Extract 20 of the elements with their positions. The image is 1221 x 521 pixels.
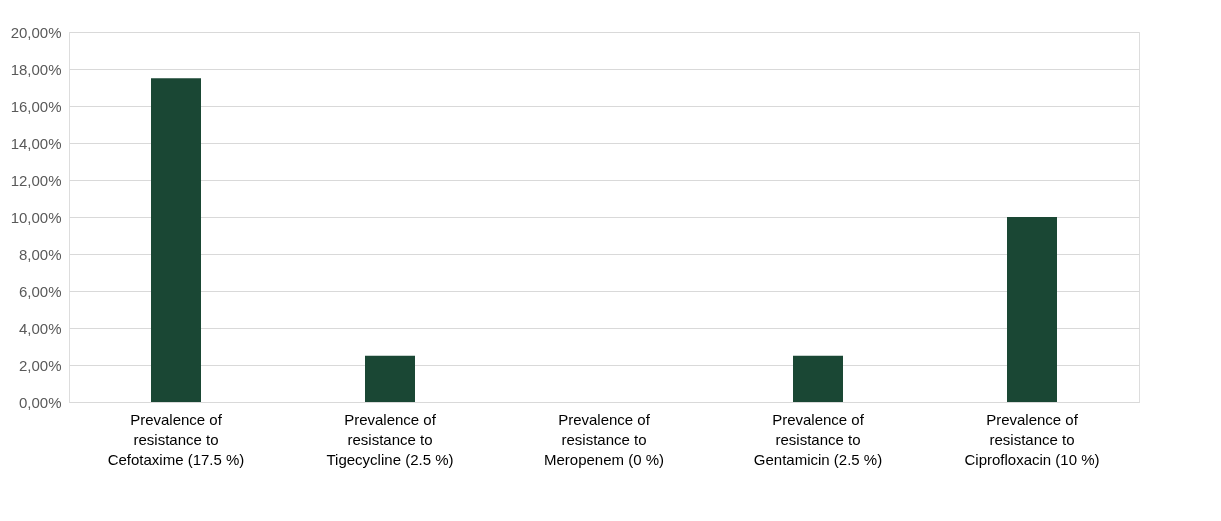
x-tick-label: Prevalence of resistance to Tigecycline (2.5 %) (326, 410, 454, 468)
y-tick-label: 12,00% (10, 171, 62, 189)
y-tick-label: 4,00% (18, 319, 62, 337)
y-tick-label: 8,00% (18, 245, 62, 263)
bar (793, 355, 843, 402)
y-tick-label: 16,00% (10, 97, 62, 115)
bar (151, 78, 201, 402)
x-tick-label: Prevalence of resistance to Ciprofloxacin (10 %) (964, 410, 1100, 468)
y-tick-label: 10,00% (10, 208, 62, 226)
bar (1007, 217, 1057, 402)
y-tick-label: 2,00% (18, 356, 62, 374)
x-tick-label: Prevalence of resistance to Gentamicin (2.5 %) (753, 410, 883, 468)
y-tick-label: 0,00% (18, 393, 62, 411)
y-tick-label: 14,00% (10, 134, 62, 152)
x-tick-label: Prevalence of resistance to Meropenem (0 %) (543, 410, 665, 468)
x-tick-label: Prevalence of resistance to Cefotaxime (17.5 %) (107, 410, 245, 468)
y-tick-label: 20,00% (10, 23, 62, 41)
bar (365, 355, 415, 402)
y-tick-label: 6,00% (18, 282, 62, 300)
y-tick-label: 18,00% (10, 60, 62, 78)
